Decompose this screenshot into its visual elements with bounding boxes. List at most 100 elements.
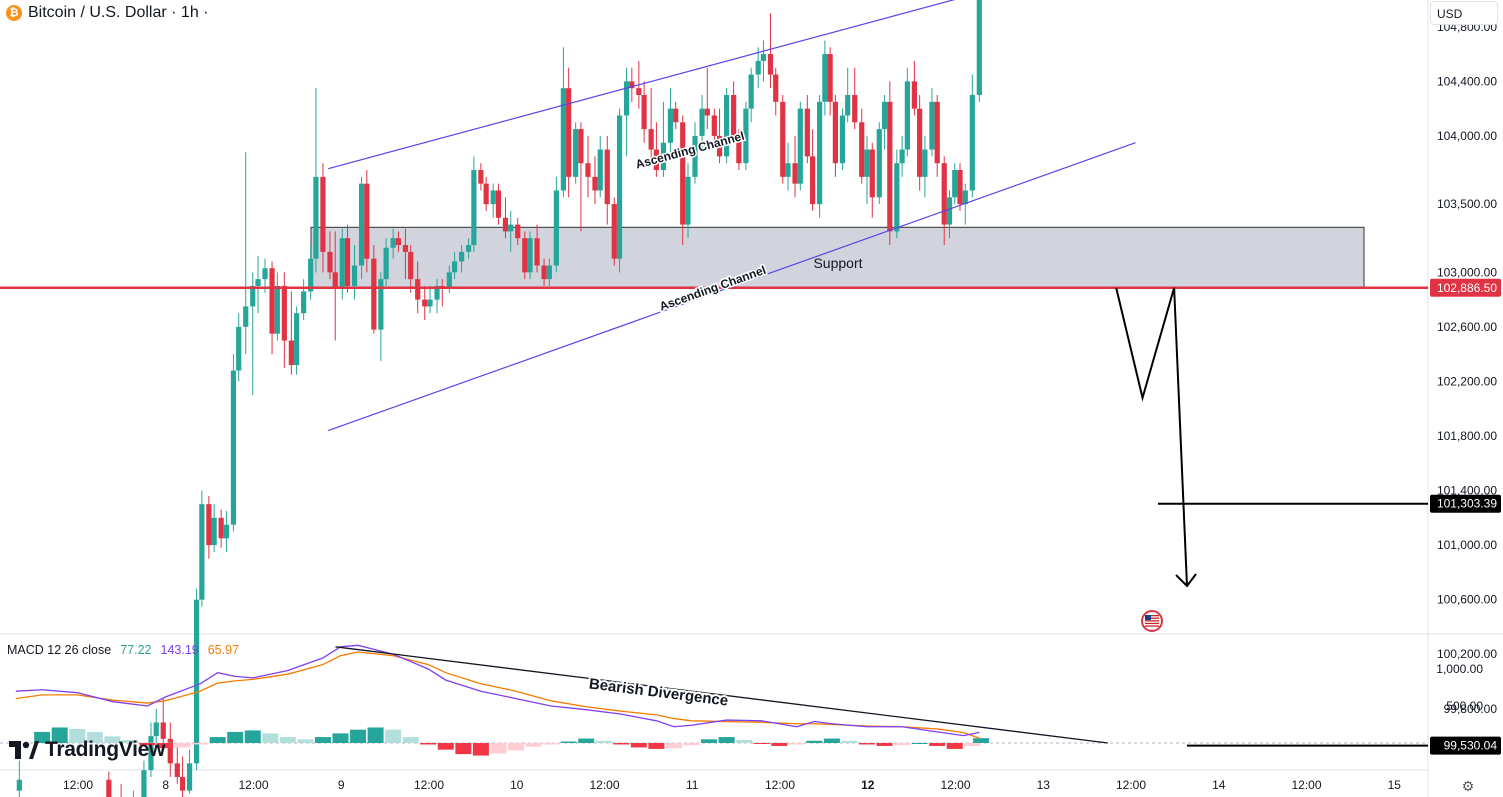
time-tick-label: 12: [861, 778, 875, 792]
support-label: Support: [813, 255, 862, 271]
candle: [864, 149, 870, 177]
macd-legend[interactable]: MACD 12 26 close 77.22 143.19 65.97: [7, 643, 239, 657]
macd-histogram-bar: [437, 743, 454, 750]
candle: [434, 285, 440, 300]
candle: [692, 135, 698, 177]
candle: [585, 163, 591, 177]
macd-histogram-bar: [69, 728, 86, 743]
candle: [515, 224, 521, 239]
candle: [578, 129, 584, 164]
candle: [395, 238, 402, 246]
candle: [458, 251, 465, 262]
us-flag-icon: [1141, 610, 1163, 632]
price-tick-label: 100,600.00: [1437, 593, 1497, 607]
projection-path: [1115, 287, 1188, 587]
price-tick-label: 103,000.00: [1437, 265, 1497, 279]
time-tick-label: 11: [686, 778, 699, 792]
time-tick-label: 12:00: [765, 778, 795, 792]
candle: [148, 736, 154, 771]
candle: [320, 176, 326, 252]
candle: [199, 504, 205, 600]
price-tick-label: 104,000.00: [1437, 129, 1497, 143]
candle: [383, 247, 389, 280]
us-flag-stripe: [1145, 622, 1159, 625]
macd-histogram-bar: [314, 737, 331, 743]
candle: [211, 517, 217, 546]
macd-histogram-bar: [613, 743, 630, 745]
time-tick-label: 12:00: [63, 778, 93, 792]
candle: [616, 115, 623, 259]
currency-select[interactable]: USD: [1430, 1, 1498, 25]
price-tag-2: [1430, 494, 1501, 513]
macd-histogram-bar: [683, 743, 700, 746]
time-tick-label: 12:00: [589, 778, 619, 792]
macd-histogram-bar: [665, 743, 682, 749]
bitcoin-icon: ₿: [6, 5, 22, 21]
candle: [773, 74, 779, 102]
macd-histogram-bar: [718, 737, 735, 743]
candle: [294, 313, 300, 366]
gear-icon[interactable]: ⚙: [1461, 777, 1475, 794]
price-tick-label: 99,800.00: [1444, 702, 1498, 716]
time-tick-label: 12:00: [238, 778, 268, 792]
candle: [546, 265, 552, 280]
macd-histogram-bar: [630, 743, 647, 748]
time-tick-label: 14: [1212, 778, 1226, 792]
candle: [106, 779, 112, 797]
candle: [604, 149, 610, 205]
candle: [680, 122, 686, 225]
macd-value-histogram: 77.22: [120, 643, 152, 657]
macd-histogram-bar: [753, 743, 770, 744]
macd-histogram-bar: [841, 740, 858, 743]
candle: [236, 326, 242, 371]
candle: [743, 108, 749, 164]
macd-histogram-bar: [859, 743, 875, 745]
price-tag-label-2: 101,303.39: [1437, 497, 1497, 511]
candle: [797, 108, 803, 184]
candle: [736, 135, 742, 164]
price-tag-label-1: 102,886.50: [1437, 281, 1497, 295]
candle: [962, 190, 968, 205]
price-tag-1: [1430, 278, 1501, 297]
time-tick-label: 9: [338, 778, 345, 792]
candle: [16, 779, 22, 791]
candle: [792, 163, 798, 184]
macd-histogram-bar: [973, 738, 990, 743]
tradingview-logo[interactable]: TradingView: [9, 738, 165, 762]
candle: [780, 101, 786, 177]
candle: [711, 115, 717, 136]
candle: [193, 599, 200, 764]
candle: [881, 101, 888, 130]
macd-histogram-bar: [578, 738, 595, 743]
macd-histogram-bar: [701, 739, 718, 743]
candle: [785, 163, 791, 177]
candle: [483, 183, 489, 205]
macd-histogram-bar: [472, 743, 489, 756]
candle: [534, 238, 540, 266]
candle: [527, 238, 533, 273]
macd-histogram-bar: [227, 731, 244, 743]
candle: [755, 60, 761, 75]
candle: [887, 101, 893, 232]
candle: [894, 163, 900, 232]
macd-histogram-bar: [455, 743, 472, 755]
price-tick-label: 102,600.00: [1437, 320, 1497, 334]
macd-histogram-bar: [34, 731, 51, 743]
candle: [553, 190, 559, 266]
candle: [876, 129, 882, 198]
candle: [648, 129, 654, 150]
candle: [592, 176, 598, 191]
candle: [179, 777, 186, 791]
candle: [402, 245, 409, 252]
candle: [952, 170, 958, 198]
symbol-title: Bitcoin / U.S. Dollar · 1h ·: [28, 4, 209, 21]
candle: [869, 149, 875, 198]
time-tick-label: 10: [510, 778, 524, 792]
chart-title[interactable]: ₿ Bitcoin / U.S. Dollar · 1h ·: [6, 3, 209, 23]
macd-histogram-bar: [51, 727, 68, 743]
channel-lower-line: [328, 142, 1136, 432]
candle: [623, 81, 630, 116]
macd-histogram-bar: [648, 743, 665, 749]
